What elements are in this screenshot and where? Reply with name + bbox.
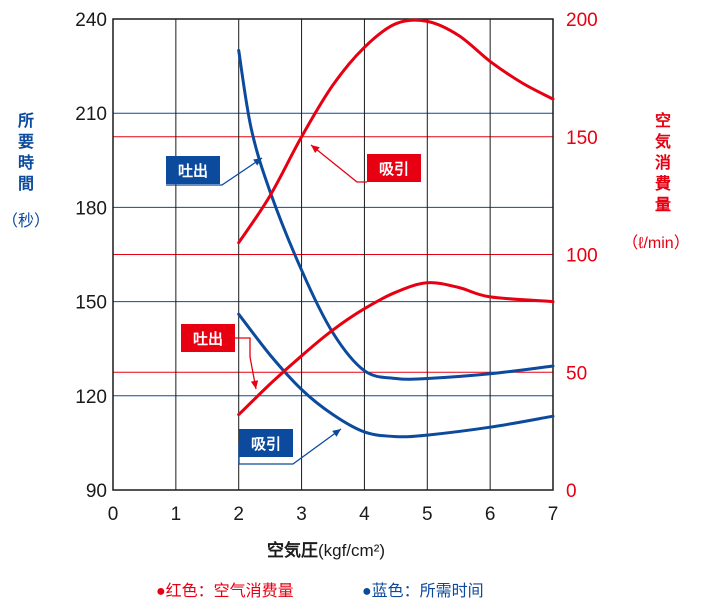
right-axis-label-char: 空: [655, 111, 671, 130]
annotation-leader: [166, 157, 263, 186]
right-tick-label: 200: [566, 10, 598, 31]
right-axis-label-char: 消: [655, 153, 671, 172]
left-tick-label: 210: [75, 104, 107, 125]
legend-blue: ●蓝色：所需时间: [362, 582, 484, 600]
x-tick-label: 6: [485, 504, 496, 525]
left-tick-label: 90: [86, 481, 107, 502]
left-axis-ticks: 90 120 150 180 210 240: [75, 10, 107, 502]
annotation-label: 吸引: [251, 436, 281, 453]
annotation-leader: [235, 337, 257, 390]
right-axis-label-char: 気: [655, 132, 671, 151]
annotation-tag: 吸引: [238, 428, 342, 465]
x-tick-label: 0: [108, 504, 119, 525]
arrowhead-icon: [253, 158, 262, 166]
arrowhead-icon: [250, 380, 259, 389]
annotation-tag: 吐出: [181, 324, 259, 390]
right-axis-gridlines: [113, 18, 553, 491]
x-tick-label: 5: [422, 504, 433, 525]
series-lines: [237, 18, 555, 439]
right-axis-label-char: 費: [655, 174, 671, 193]
right-tick-label: 50: [566, 363, 587, 384]
left-axis-label-char: 所: [18, 112, 34, 130]
annotation-leader: [310, 144, 367, 183]
x-tick-label: 2: [233, 504, 244, 525]
x-tick-label: 4: [359, 504, 370, 525]
x-axis-label: 空気圧(kgf/cm²): [267, 540, 385, 560]
annotation-leader: [238, 428, 342, 465]
series-discharge-time: [237, 48, 555, 381]
right-tick-label: 100: [566, 246, 598, 267]
right-tick-label: 150: [566, 128, 598, 149]
left-tick-label: 150: [75, 293, 107, 314]
left-tick-label: 240: [75, 10, 107, 31]
annotation-tag: 吸引: [310, 144, 421, 183]
plot-frame: [112, 18, 554, 491]
right-axis-unit: （ℓ/min）: [622, 234, 689, 252]
right-axis-label-char: 量: [655, 196, 671, 214]
right-tick-label: 0: [566, 481, 577, 502]
annotation-label: 吸引: [379, 161, 409, 178]
arrowhead-icon: [332, 429, 341, 437]
arrowhead-icon: [311, 145, 320, 154]
x-tick-label: 3: [296, 504, 307, 525]
annotation-label: 吐出: [193, 330, 223, 348]
left-axis-label-char: 間: [18, 175, 34, 193]
left-axis-unit: （秒）: [2, 212, 50, 230]
left-axis-label-char: 要: [18, 133, 34, 151]
x-tick-label: 1: [171, 504, 182, 525]
left-tick-label: 180: [75, 198, 107, 219]
left-axis-label-char: 時: [18, 153, 34, 172]
annotation-tag: 吐出: [166, 156, 263, 186]
annotation-label: 吐出: [178, 162, 208, 180]
legend-red: ●红色：空气消费量: [156, 582, 294, 600]
right-axis-ticks: 0 50 100 150 200: [566, 10, 598, 502]
left-tick-label: 120: [75, 387, 107, 408]
series-discharge-air: [237, 281, 555, 417]
series-suction-air: [237, 18, 555, 245]
x-axis-ticks: 0 1 2 3 4 5 6 7: [108, 504, 559, 525]
series-suction-time: [237, 312, 555, 439]
x-tick-label: 7: [548, 504, 559, 525]
